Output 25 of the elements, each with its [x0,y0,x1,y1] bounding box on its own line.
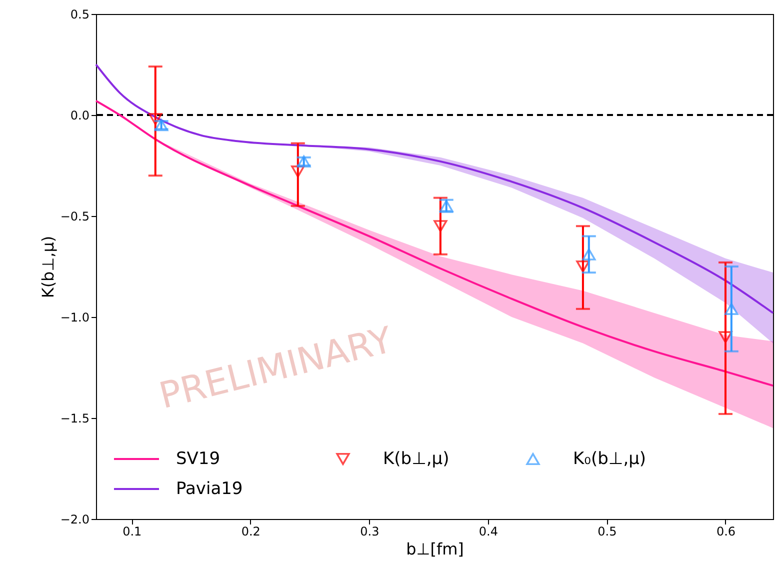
x-tick-label: 0.4 [478,524,498,538]
y-tick-label: 0.5 [70,8,90,22]
y-tick-label: 0.0 [70,108,90,122]
y-tick-label: −2.0 [60,512,90,526]
point [718,331,732,344]
x-axis-title: b⊥[fm] [406,540,464,558]
point [148,113,162,126]
point [291,166,305,178]
legend-label: SV19 [176,449,220,469]
x-tick-label: 0.5 [598,524,617,538]
legend-label: K(b⊥,μ) [383,449,450,469]
y-axis-title: K(b⊥,μ) [38,236,58,298]
y-tick-label: −1.0 [60,310,90,324]
point [434,220,448,232]
y-tick-label: −0.5 [60,210,90,224]
x-tick-label: 0.2 [241,524,260,538]
y-tick-label: −1.5 [60,412,90,426]
point [582,248,596,260]
legend-label: K₀(b⊥,μ) [573,449,646,469]
point [724,302,738,315]
legend-label: Pavia19 [176,479,243,499]
x-tick-label: 0.3 [360,524,380,538]
x-tick-label: 0.6 [716,524,736,538]
point [576,260,590,273]
x-tick-label: 0.1 [122,524,142,538]
